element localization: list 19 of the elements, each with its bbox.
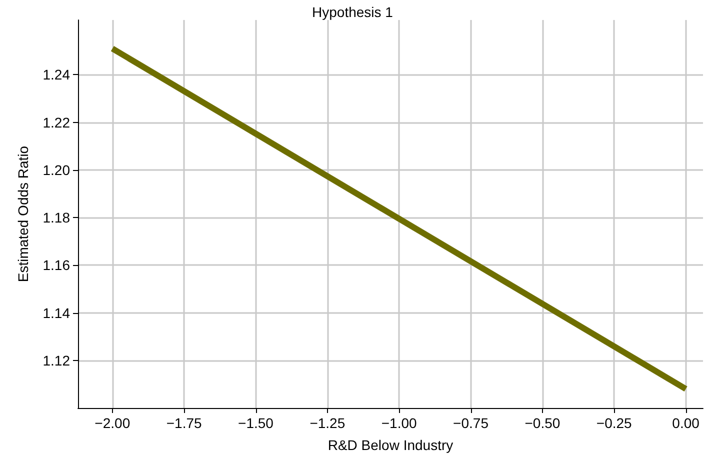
- y-axis-title: Estimated Odds Ratio: [15, 146, 31, 282]
- y-tick-label: 1.14: [42, 304, 70, 321]
- y-tick-label: 1.24: [42, 66, 70, 83]
- x-tick-label: −1.75: [166, 415, 202, 431]
- x-axis-title: R&D Below Industry: [328, 437, 454, 453]
- x-tick-label: 0.00: [672, 415, 700, 431]
- y-tick-label: 1.22: [42, 114, 70, 130]
- x-tick-label: −2.00: [94, 415, 130, 431]
- y-tick-label: 1.16: [42, 257, 70, 274]
- y-tick-label: 1.12: [42, 352, 70, 368]
- chart-title: Hypothesis 1: [312, 4, 394, 20]
- y-tick-label: 1.18: [42, 210, 70, 226]
- x-tick-label: −0.75: [453, 415, 489, 431]
- y-tick-label: 1.20: [42, 162, 70, 178]
- x-tick-label: −0.50: [524, 415, 560, 431]
- x-tick-label: −1.25: [310, 415, 346, 431]
- x-tick-label: −0.25: [596, 415, 632, 431]
- x-tick-label: −1.50: [238, 415, 274, 431]
- x-tick-label: −1.00: [381, 415, 418, 431]
